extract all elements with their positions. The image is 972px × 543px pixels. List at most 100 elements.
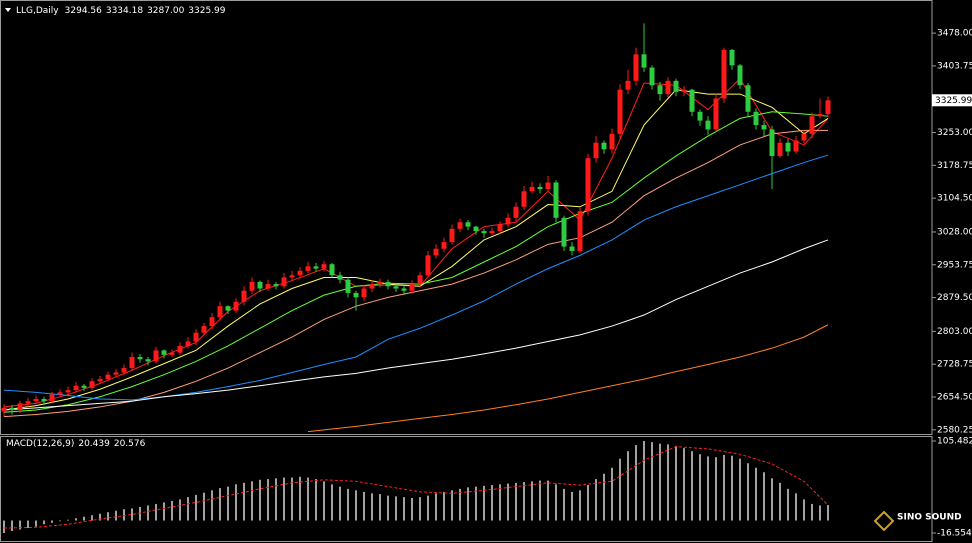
- candle-body: [817, 113, 823, 117]
- candle-body: [177, 345, 183, 353]
- candle-body: [153, 350, 159, 362]
- candle-body: [25, 401, 31, 404]
- candle-body: [601, 142, 607, 150]
- candle-body: [73, 385, 79, 391]
- candle-body: [721, 49, 727, 99]
- y-tick-label: 2953.75: [937, 260, 972, 270]
- candle-body: [161, 350, 167, 355]
- candle-body: [393, 286, 399, 289]
- line-series: [3, 446, 829, 529]
- macd-header: MACD(12,26,9) 20.439 20.576: [6, 439, 146, 449]
- logo-mark: [873, 510, 895, 532]
- candle-body: [537, 186, 543, 190]
- candle-body: [665, 80, 671, 95]
- candle-body: [521, 191, 527, 207]
- candle-body: [417, 275, 423, 285]
- candle-body: [737, 65, 743, 86]
- candle-body: [793, 140, 799, 152]
- candle-body: [497, 224, 503, 232]
- candle-body: [113, 372, 119, 375]
- candle-body: [641, 54, 647, 68]
- candle-body: [529, 186, 535, 192]
- y-tick-label: -16.554: [937, 529, 972, 539]
- line-series: [3, 129, 828, 418]
- candle-body: [825, 100, 831, 115]
- watermark: SINO SOUND: [897, 513, 962, 523]
- candle-body: [697, 111, 703, 121]
- candle-body: [65, 390, 71, 393]
- candle-body: [689, 89, 695, 112]
- candle-body: [785, 142, 791, 152]
- line-series: [3, 239, 829, 411]
- candle-body: [281, 277, 287, 287]
- candle-body: [593, 142, 599, 159]
- candle-body: [713, 98, 719, 130]
- y-tick-label: 2879.50: [937, 293, 972, 303]
- candle-body: [577, 211, 583, 251]
- candle-body: [313, 266, 319, 269]
- candle-body: [49, 394, 55, 402]
- candle-body: [145, 359, 151, 362]
- candle-body: [329, 264, 335, 276]
- candle-body: [657, 85, 663, 95]
- candle-body: [401, 288, 407, 291]
- candle-body: [241, 290, 247, 302]
- line-series: [307, 324, 829, 433]
- candle-body: [705, 120, 711, 130]
- candle-body: [33, 398, 39, 402]
- close-value: 3325.99: [188, 6, 225, 16]
- candle-body: [633, 54, 639, 81]
- candle-body: [289, 275, 295, 278]
- y-tick-label: 3253.00: [937, 128, 972, 138]
- macd-frame: [0, 436, 933, 542]
- candle-body: [369, 284, 375, 289]
- y-tick-label: 3403.75: [937, 61, 972, 71]
- candle-body: [649, 67, 655, 86]
- candle-body: [585, 158, 591, 212]
- candle-body: [617, 89, 623, 134]
- candle-body: [129, 357, 135, 369]
- candle-body: [481, 231, 487, 234]
- candle-body: [433, 248, 439, 256]
- candle-body: [777, 142, 783, 156]
- candle-body: [97, 379, 103, 382]
- y-tick-label: 105.482: [937, 437, 972, 447]
- candle-body: [553, 182, 559, 218]
- chart-title: LLG,Daily: [16, 6, 59, 16]
- candle-body: [769, 129, 775, 156]
- candle-body: [217, 306, 223, 318]
- menu-arrow[interactable]: [5, 8, 11, 12]
- macd-title: MACD(12,26,9): [6, 439, 74, 449]
- candle-body: [57, 392, 63, 395]
- candle-body: [257, 281, 263, 289]
- y-tick-label: 3104.50: [937, 194, 972, 204]
- candle-body: [609, 133, 615, 150]
- candle-body: [729, 49, 735, 66]
- candle-body: [753, 111, 759, 126]
- y-tick-label: 2803.00: [937, 327, 972, 337]
- candle-body: [321, 264, 327, 269]
- candle-body: [105, 374, 111, 380]
- candle-body: [169, 352, 175, 355]
- candle-body: [273, 284, 279, 287]
- candle-body: [41, 398, 47, 402]
- low-value: 3287.00: [147, 6, 184, 16]
- candle-body: [449, 228, 455, 243]
- line-series: [3, 154, 829, 401]
- candle-body: [305, 266, 311, 271]
- candle-body: [513, 206, 519, 218]
- macd-value: 20.439: [78, 439, 110, 449]
- y-tick-label: 2580.25: [937, 425, 972, 435]
- candle-body: [489, 231, 495, 234]
- candle-body: [377, 281, 383, 285]
- candle-body: [385, 281, 391, 287]
- candle-body: [673, 80, 679, 92]
- candle-body: [209, 317, 215, 327]
- candle-body: [561, 217, 567, 247]
- y-tick-label: 3178.75: [937, 161, 972, 171]
- y-tick-label: 2728.75: [937, 360, 972, 370]
- candle-body: [361, 288, 367, 298]
- candle-body: [569, 246, 575, 251]
